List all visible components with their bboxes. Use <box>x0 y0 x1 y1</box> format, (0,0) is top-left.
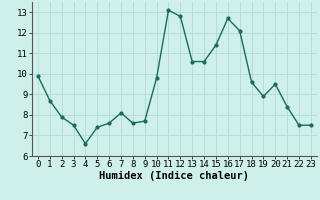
X-axis label: Humidex (Indice chaleur): Humidex (Indice chaleur) <box>100 171 249 181</box>
